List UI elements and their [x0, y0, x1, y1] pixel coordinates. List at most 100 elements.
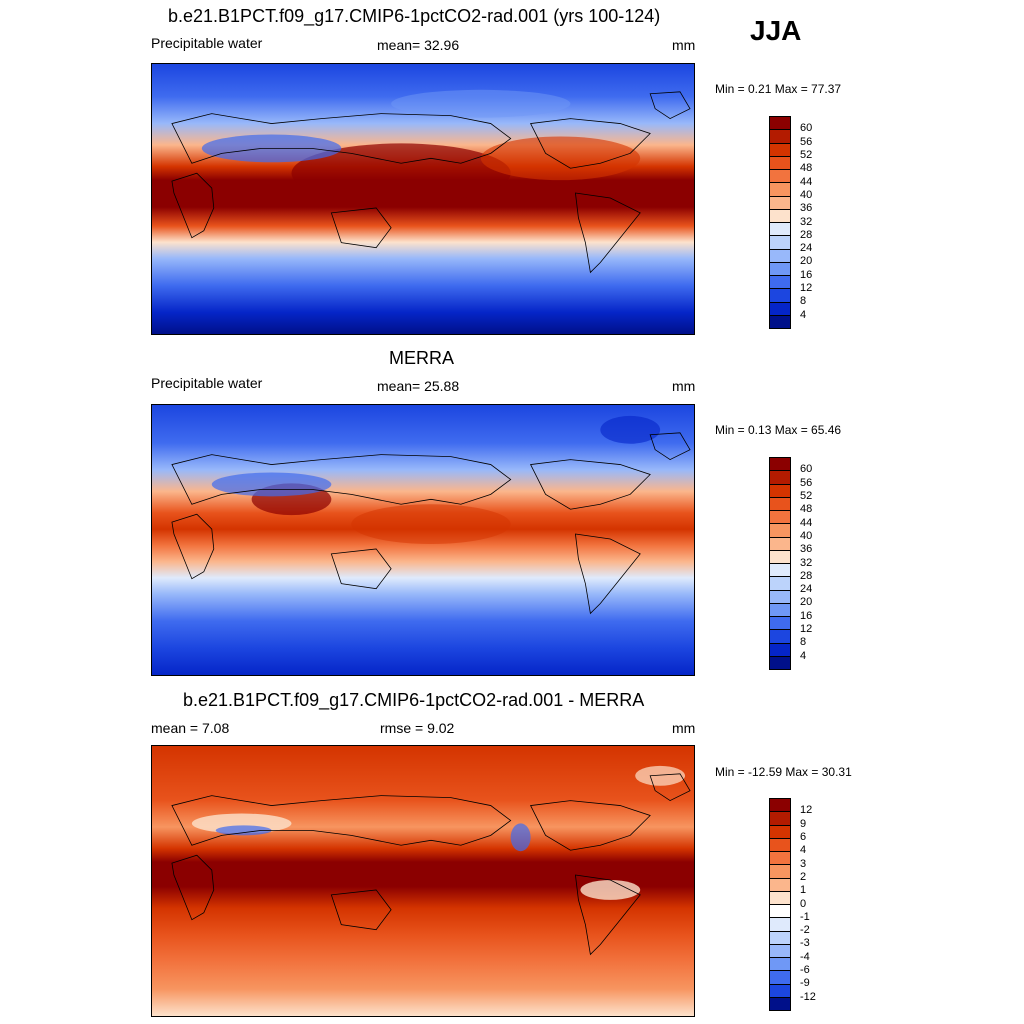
colorbar-swatch: [770, 170, 790, 184]
colorbar-swatch: [770, 997, 790, 1010]
colorbar-swatch: [770, 905, 790, 919]
colorbar-tick-label: 56: [800, 476, 813, 489]
colorbar-swatch: [770, 484, 790, 498]
colorbar-tick-label: 12: [800, 623, 813, 636]
variable-label: Precipitable water: [151, 375, 263, 391]
colorbar-tick-label: 56: [800, 135, 813, 148]
colorbar-swatch: [770, 497, 790, 511]
colorbar-tick-label: -12: [800, 990, 816, 1003]
map-obs: [151, 404, 695, 676]
colorbar-tick-label: 12: [800, 282, 813, 295]
colorbar-swatch: [770, 812, 790, 826]
colorbar: [769, 457, 791, 670]
colorbar-swatch: [770, 852, 790, 866]
min-max-label: Min = 0.13 Max = 65.46: [715, 423, 842, 437]
colorbar-tick-label: 52: [800, 148, 813, 161]
min-max-label: Min = 0.21 Max = 77.37: [715, 82, 842, 96]
colorbar-tick-label: 44: [800, 175, 813, 188]
colorbar-tick-label: 48: [800, 162, 813, 175]
colorbar-tick-label: 9: [800, 817, 807, 830]
colorbar-swatch: [770, 249, 790, 263]
map-model: [151, 63, 695, 335]
colorbar-swatch: [770, 183, 790, 197]
colorbar-tick-label: 32: [800, 556, 813, 569]
colorbar-tick-label: -3: [800, 937, 810, 950]
colorbar-swatch: [770, 458, 790, 472]
colorbar-swatch: [770, 315, 790, 328]
colorbar-swatch: [770, 971, 790, 985]
colorbar-ticks: 60 56 52 48 44 40 36 32 28 24 20 16 12 8 4: [800, 457, 860, 670]
colorbar-swatch: [770, 891, 790, 905]
colorbar-swatch: [770, 564, 790, 578]
units-label: mm: [672, 720, 696, 736]
colorbar-tick-label: 60: [800, 463, 813, 476]
colorbar-tick-label: 40: [800, 529, 813, 542]
colorbar-swatch: [770, 838, 790, 852]
colorbar-swatch: [770, 656, 790, 669]
colorbar-swatch: [770, 511, 790, 525]
colorbar-swatch: [770, 156, 790, 170]
colorbar-tick-label: 20: [800, 596, 813, 609]
colorbar-tick-label: 36: [800, 543, 813, 556]
colorbar-swatch: [770, 799, 790, 813]
colorbar-swatch: [770, 117, 790, 131]
colorbar-tick-label: 4: [800, 844, 807, 857]
panel-title: MERRA: [389, 348, 455, 368]
colorbar-tick-label: 1: [800, 884, 807, 897]
colorbar-tick-label: 3: [800, 857, 807, 870]
colorbar-tick-label: 20: [800, 255, 813, 268]
units-label: mm: [672, 37, 696, 53]
colorbar-tick-label: 28: [800, 228, 813, 241]
mean-label: mean= 32.96: [377, 37, 460, 53]
colorbar-tick-label: -4: [800, 950, 810, 963]
colorbar-tick-label: 8: [800, 636, 807, 649]
colorbar-swatch: [770, 550, 790, 564]
colorbar-tick-label: -6: [800, 964, 810, 977]
colorbar-tick-label: 4: [800, 308, 807, 321]
panel-title: b.e21.B1PCT.f09_g17.CMIP6-1pctCO2-rad.00…: [168, 6, 661, 26]
colorbar-tick-label: 52: [800, 489, 813, 502]
colorbar-swatch: [770, 196, 790, 210]
variable-label: Precipitable water: [151, 35, 263, 51]
colorbar-swatch: [770, 617, 790, 631]
colorbar-swatch: [770, 223, 790, 237]
colorbar: [769, 116, 791, 329]
colorbar-tick-label: 8: [800, 295, 807, 308]
colorbar-swatch: [770, 603, 790, 617]
colorbar-ticks: 12 9 6 4 3 2 1 0 -1 -2 -3 -4 -6 -9 -12: [800, 798, 860, 1011]
colorbar-swatch: [770, 630, 790, 644]
colorbar-tick-label: 16: [800, 268, 813, 281]
colorbar: [769, 798, 791, 1011]
colorbar-tick-label: 44: [800, 516, 813, 529]
mean-label: mean = 7.08: [151, 720, 230, 736]
colorbar-swatch: [770, 878, 790, 892]
colorbar-swatch: [770, 524, 790, 538]
colorbar-tick-label: 4: [800, 649, 807, 662]
colorbar-tick-label: 0: [800, 897, 807, 910]
colorbar-swatch: [770, 130, 790, 144]
panel-title: b.e21.B1PCT.f09_g17.CMIP6-1pctCO2-rad.00…: [183, 690, 645, 710]
colorbar-tick-label: 6: [800, 830, 807, 843]
rmse-label: rmse = 9.02: [380, 720, 455, 736]
colorbar-tick-label: 16: [800, 609, 813, 622]
colorbar-tick-label: 60: [800, 122, 813, 135]
colorbar-tick-label: 32: [800, 215, 813, 228]
colorbar-tick-label: -2: [800, 924, 810, 937]
map-diff: [151, 745, 695, 1017]
colorbar-tick-label: 36: [800, 202, 813, 215]
colorbar-tick-label: 24: [800, 583, 813, 596]
colorbar-swatch: [770, 289, 790, 303]
colorbar-swatch: [770, 262, 790, 276]
colorbar-swatch: [770, 471, 790, 485]
colorbar-tick-label: 2: [800, 870, 807, 883]
colorbar-ticks: 60 56 52 48 44 40 36 32 28 24 20 16 12 8 4: [800, 116, 860, 329]
colorbar-tick-label: 48: [800, 503, 813, 516]
colorbar-tick-label: 40: [800, 188, 813, 201]
colorbar-swatch: [770, 643, 790, 657]
season-label: JJA: [750, 15, 802, 46]
colorbar-swatch: [770, 918, 790, 932]
mean-label: mean= 25.88: [377, 378, 460, 394]
colorbar-swatch: [770, 276, 790, 290]
colorbar-swatch: [770, 577, 790, 591]
colorbar-swatch: [770, 958, 790, 972]
